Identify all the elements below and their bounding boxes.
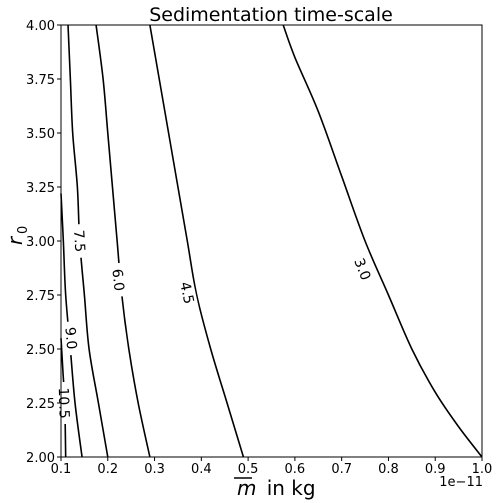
y-tick-label: 2.00 bbox=[26, 451, 55, 466]
x-axis-title: m in kg bbox=[234, 476, 316, 500]
y-tick-label: 3.75 bbox=[26, 73, 55, 88]
x-tick-label: 1.0 bbox=[472, 462, 493, 477]
y-tick-label: 3.50 bbox=[26, 127, 55, 142]
x-tick-label: 0.3 bbox=[144, 462, 165, 477]
contour-line bbox=[60, 193, 83, 458]
y-axis-title-subscript: 0 bbox=[16, 226, 31, 234]
x-tick-label: 0.8 bbox=[378, 462, 399, 477]
x-tick-label: 0.7 bbox=[331, 462, 352, 477]
x-tick-label: 0.5 bbox=[238, 462, 259, 477]
chart-title: Sedimentation time-scale bbox=[149, 4, 393, 26]
contour-level-label: 9.0 bbox=[61, 327, 79, 351]
contour-level-label: 4.5 bbox=[176, 280, 196, 305]
x-axis-title-math: m bbox=[237, 476, 256, 500]
x-axis-ticks: 0.1 0.2 0.3 0.4 0.5 0.6 0.7 0.8 0.9 1.0 bbox=[51, 457, 493, 477]
contour-labels: 3.0 4.5 6.0 7.5 9.0 10.5 bbox=[55, 229, 374, 418]
x-axis-offset-label: 1e−11 bbox=[439, 475, 483, 490]
y-axis-title-base: r bbox=[3, 235, 27, 245]
plot-area bbox=[61, 25, 482, 457]
y-tick-label: 4.00 bbox=[26, 19, 55, 34]
x-tick-label: 0.4 bbox=[191, 462, 212, 477]
y-tick-label: 3.25 bbox=[26, 181, 55, 196]
contour-line bbox=[149, 24, 245, 458]
y-tick-label: 2.25 bbox=[26, 397, 55, 412]
y-axis-ticks: 2.00 2.25 2.50 2.75 3.00 3.25 3.50 3.75 4.00 bbox=[26, 19, 61, 466]
contour-level-label: 7.5 bbox=[70, 229, 87, 252]
contour-level-label: 6.0 bbox=[108, 268, 126, 292]
y-tick-label: 2.75 bbox=[26, 289, 55, 304]
x-tick-label: 0.1 bbox=[51, 462, 72, 477]
x-tick-label: 0.9 bbox=[425, 462, 446, 477]
contour-line bbox=[67, 24, 109, 458]
contour-level-label: 3.0 bbox=[350, 256, 373, 283]
y-tick-label: 3.00 bbox=[26, 235, 55, 250]
contour-line bbox=[95, 24, 151, 458]
y-axis-title: r 0 bbox=[3, 226, 31, 245]
contour-lines bbox=[60, 24, 483, 458]
contour-line bbox=[60, 338, 67, 458]
contour-level-label: 10.5 bbox=[55, 387, 72, 419]
x-tick-label: 0.2 bbox=[97, 462, 118, 477]
x-tick-label: 0.6 bbox=[285, 462, 306, 477]
contour-line bbox=[282, 24, 483, 458]
x-axis-title-text: in kg bbox=[254, 476, 316, 500]
y-tick-label: 2.50 bbox=[26, 343, 55, 358]
